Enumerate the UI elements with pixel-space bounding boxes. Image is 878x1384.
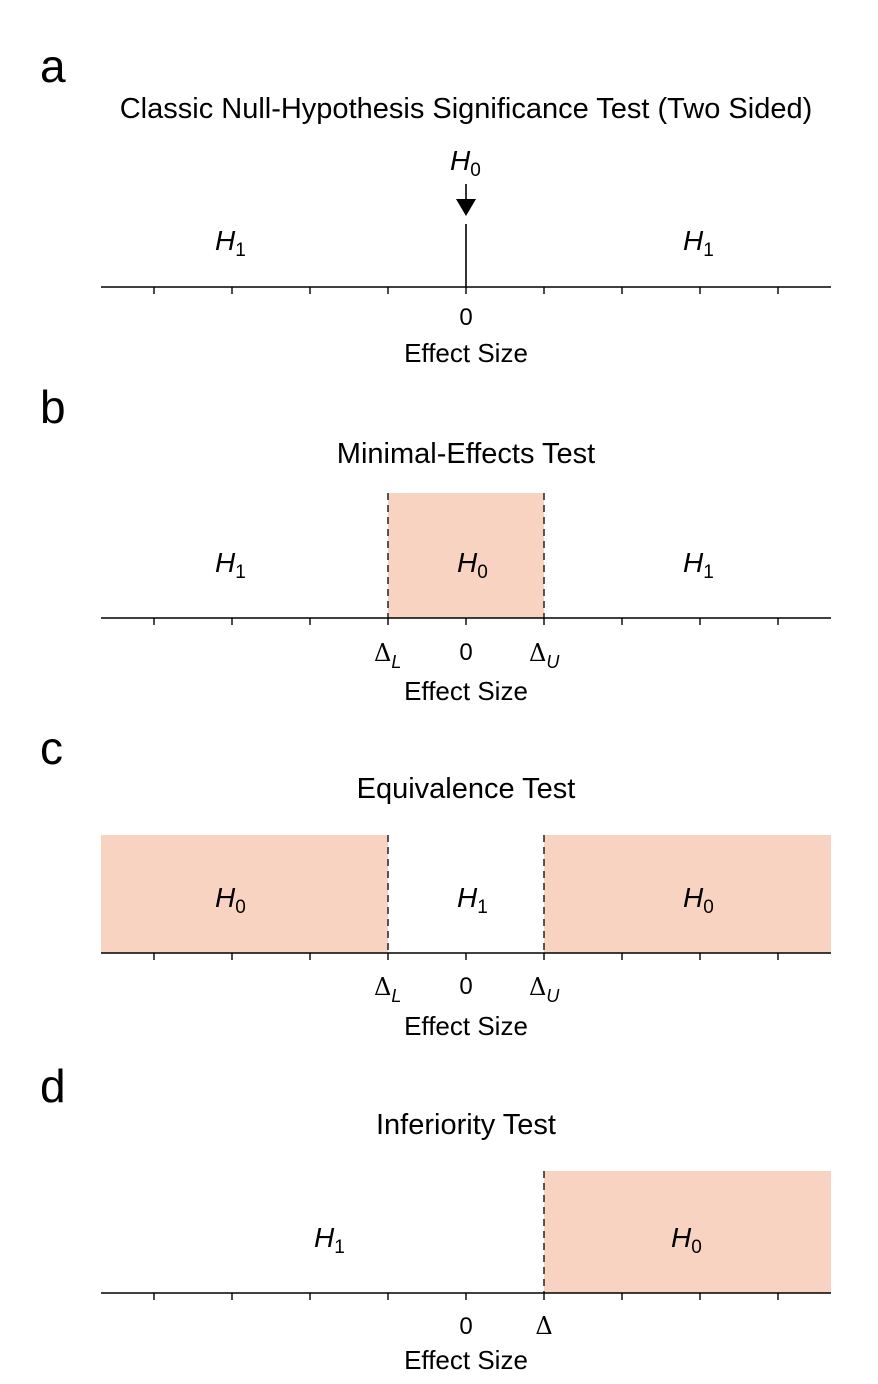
panel-letter-a: a [40, 40, 66, 92]
panel-b-h0-label: H0 [457, 547, 488, 583]
panel-b-h1-right: H1 [683, 547, 714, 583]
panel-b-zero-label: 0 [459, 639, 472, 666]
panel-c-ticks [153, 953, 779, 960]
panel-letter-c: c [40, 722, 63, 774]
panel-c-zero-label: 0 [459, 973, 472, 1000]
panel-b: b Minimal-Effects Test H1 H0 H1 ΔL 0 ΔU … [40, 381, 831, 706]
panel-a-h1-right: H1 [683, 225, 714, 261]
panel-c-h0-left: H0 [215, 882, 246, 918]
panel-c-axis-title: Effect Size [404, 1011, 528, 1041]
panel-d-zero-label: 0 [459, 1313, 472, 1340]
panel-b-axis-title: Effect Size [404, 676, 528, 706]
panel-d-axis-title: Effect Size [404, 1345, 528, 1375]
panel-c-h0-right-region [544, 835, 831, 953]
panel-b-h1-left: H1 [215, 547, 246, 583]
panel-c-h0-left-region [101, 835, 388, 953]
panel-b-h0-region [388, 493, 544, 618]
panel-letter-d: d [40, 1060, 66, 1112]
panel-c: c Equivalence Test H0 H1 H0 ΔL 0 ΔU Effe… [40, 722, 831, 1041]
panel-d: d Inferiority Test H1 H0 0 Δ Effect Size [40, 1060, 831, 1375]
panel-letter-b: b [40, 381, 66, 433]
panel-a-arrow-icon [456, 199, 476, 216]
panel-c-title: Equivalence Test [357, 773, 576, 805]
panel-b-delta-lower: ΔL [374, 639, 401, 672]
panel-c-delta-lower: ΔL [374, 973, 401, 1006]
panel-c-h1-label: H1 [457, 882, 488, 918]
panel-d-delta: Δ [535, 1312, 552, 1340]
panel-a-zero-label: 0 [459, 304, 472, 331]
panel-d-h0-label: H0 [671, 1222, 702, 1258]
panel-a: a Classic Null-Hypothesis Significance T… [40, 40, 831, 368]
panel-c-delta-upper: ΔU [529, 973, 560, 1006]
panel-d-title: Inferiority Test [376, 1109, 556, 1141]
panel-a-title: Classic Null-Hypothesis Significance Tes… [120, 93, 813, 125]
panel-a-ticks [153, 287, 779, 294]
panel-b-title: Minimal-Effects Test [337, 438, 595, 470]
panel-a-h0-label: H0 [450, 145, 481, 181]
panel-a-h1-left: H1 [215, 225, 246, 261]
panel-a-axis-title: Effect Size [404, 338, 528, 368]
panel-d-h1-label: H1 [314, 1222, 345, 1258]
panel-d-ticks [153, 1293, 779, 1300]
panel-b-delta-upper: ΔU [529, 639, 560, 672]
panel-c-h0-right: H0 [683, 882, 714, 918]
panel-d-h0-region [544, 1171, 831, 1293]
panel-b-ticks [153, 618, 779, 625]
